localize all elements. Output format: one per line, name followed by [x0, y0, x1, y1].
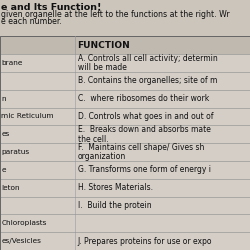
- Text: organization: organization: [78, 152, 126, 161]
- Bar: [0, 143, 250, 161]
- Bar: [0, 232, 250, 250]
- Text: e and Its Function!: e and Its Function!: [1, 2, 102, 12]
- Text: F.  Maintains cell shape/ Gives sh: F. Maintains cell shape/ Gives sh: [78, 143, 204, 152]
- Text: e: e: [1, 167, 6, 173]
- Text: the cell.: the cell.: [78, 134, 108, 143]
- Text: es: es: [1, 131, 10, 137]
- Bar: [0, 108, 250, 125]
- Text: I.  Build the protein: I. Build the protein: [78, 201, 151, 210]
- Bar: [0, 36, 250, 250]
- Bar: [0, 36, 250, 54]
- Text: e each number.: e each number.: [1, 18, 62, 26]
- Text: mic Reticulum: mic Reticulum: [1, 114, 54, 119]
- Text: J. Prepares proteins for use or expo: J. Prepares proteins for use or expo: [78, 236, 212, 246]
- Text: G. Transforms one form of energy i: G. Transforms one form of energy i: [78, 165, 210, 174]
- Bar: [0, 72, 250, 90]
- Text: es/Vesicles: es/Vesicles: [1, 238, 41, 244]
- Text: given organelle at the left to the functions at the right. Wr: given organelle at the left to the funct…: [1, 10, 230, 19]
- Text: FUNCTION: FUNCTION: [78, 41, 130, 50]
- Text: will be made: will be made: [78, 63, 126, 72]
- Text: A. Controls all cell activity; determin: A. Controls all cell activity; determin: [78, 54, 217, 63]
- Bar: [0, 196, 250, 214]
- Text: B. Contains the organelles; site of m: B. Contains the organelles; site of m: [78, 76, 217, 85]
- Text: C.  where ribosomes do their work: C. where ribosomes do their work: [78, 94, 209, 103]
- Text: Chloroplasts: Chloroplasts: [1, 220, 46, 226]
- Text: paratus: paratus: [1, 149, 29, 155]
- Bar: [0, 161, 250, 179]
- Text: brane: brane: [1, 60, 22, 66]
- Bar: [0, 179, 250, 196]
- Bar: [0, 214, 250, 232]
- Bar: [0, 90, 250, 108]
- Text: n: n: [1, 96, 6, 102]
- Text: leton: leton: [1, 185, 20, 191]
- Text: E.  Breaks down and absorbs mate: E. Breaks down and absorbs mate: [78, 125, 210, 134]
- Bar: [0, 125, 250, 143]
- Text: H. Stores Materials.: H. Stores Materials.: [78, 183, 152, 192]
- Bar: [0, 54, 250, 72]
- Text: D. Controls what goes in and out of: D. Controls what goes in and out of: [78, 112, 213, 121]
